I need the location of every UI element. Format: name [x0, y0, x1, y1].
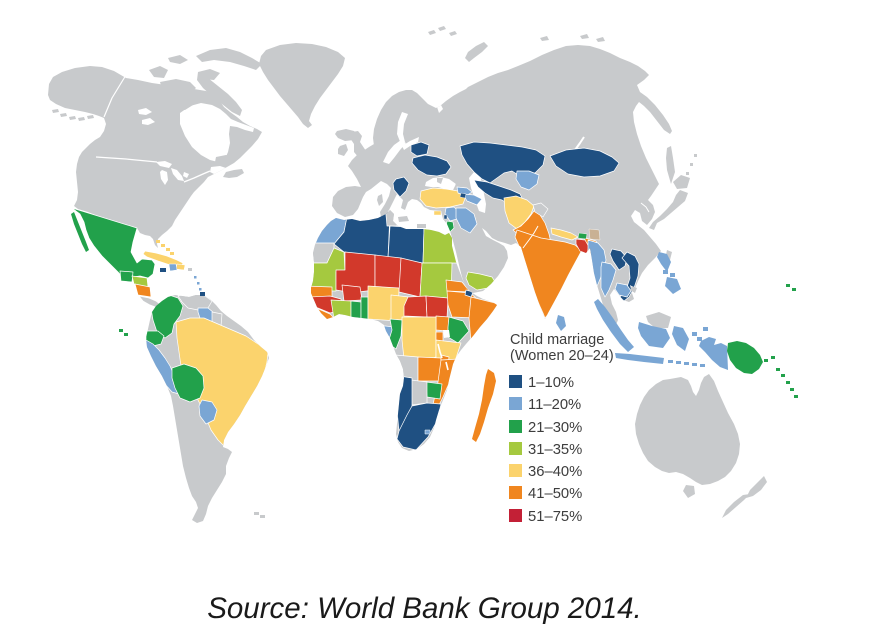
svg-text:36–40%: 36–40% — [528, 464, 582, 480]
svg-text:51–75%: 51–75% — [528, 509, 582, 525]
svg-text:41–50%: 41–50% — [528, 486, 582, 502]
svg-text:21–30%: 21–30% — [528, 420, 582, 436]
svg-text:31–35%: 31–35% — [528, 442, 582, 458]
svg-text:11–20%: 11–20% — [528, 397, 581, 413]
svg-text:Child marriage: Child marriage — [510, 332, 604, 348]
svg-text:1–10%: 1–10% — [528, 375, 574, 391]
svg-text:(Women 20–24): (Women 20–24) — [510, 348, 614, 364]
